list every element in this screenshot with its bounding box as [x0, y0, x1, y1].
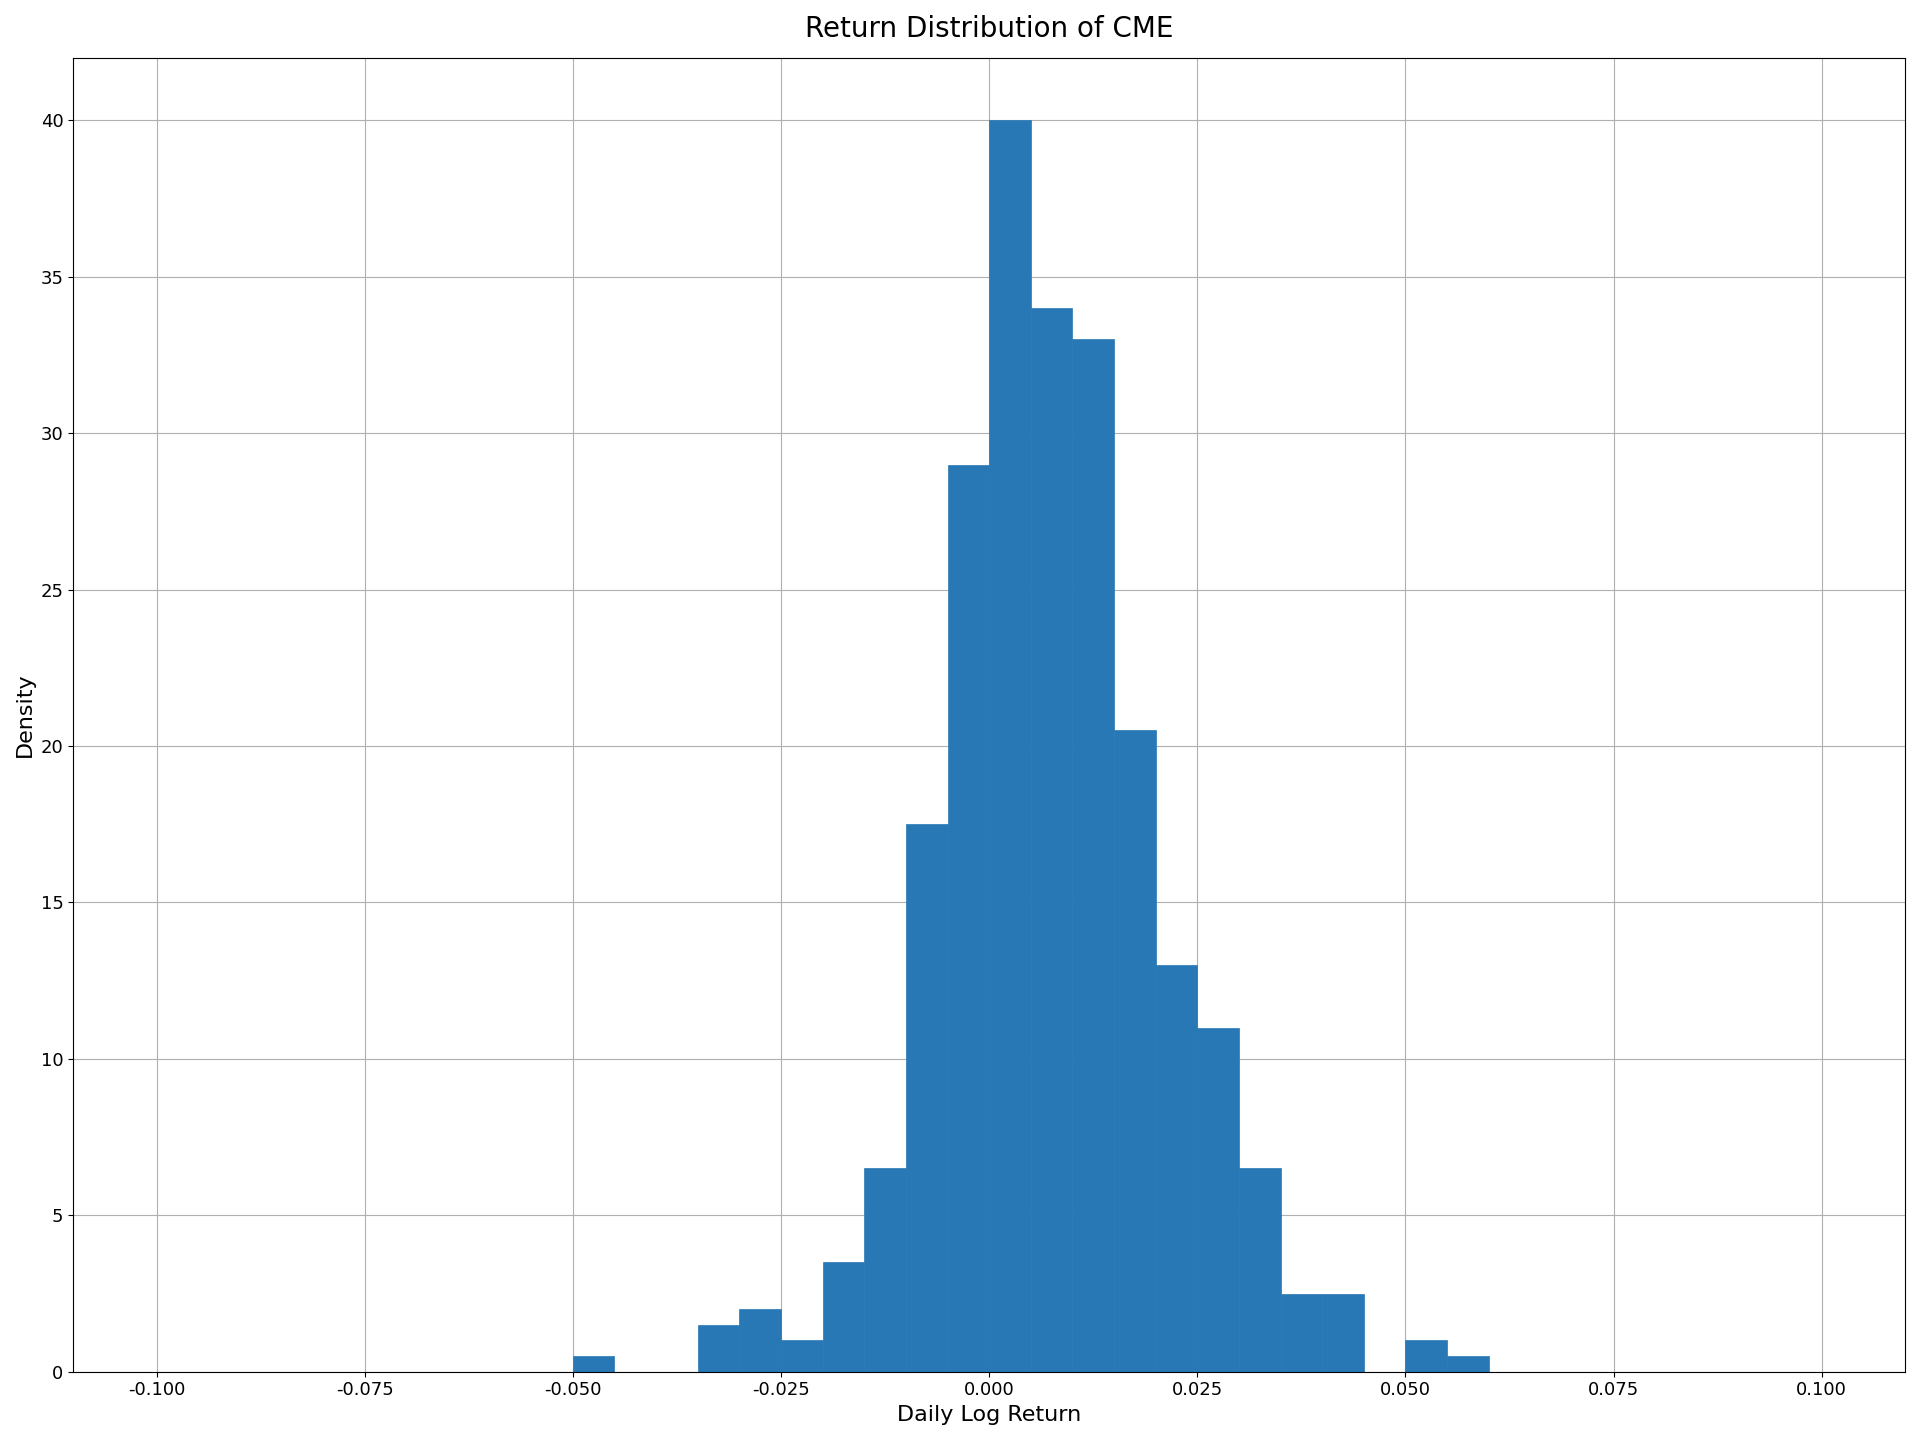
Bar [1031, 308, 1073, 1372]
Bar [1156, 965, 1198, 1372]
Bar [864, 1168, 906, 1372]
Bar [1114, 730, 1156, 1372]
Y-axis label: Density: Density [15, 672, 35, 757]
Bar [989, 121, 1031, 1372]
Bar [1198, 1028, 1238, 1372]
Bar [1323, 1293, 1363, 1372]
Bar [947, 465, 989, 1372]
Bar [697, 1325, 739, 1372]
Bar [572, 1356, 614, 1372]
Bar [739, 1309, 781, 1372]
Bar [1448, 1356, 1488, 1372]
Bar [1238, 1168, 1281, 1372]
Title: Return Distribution of CME: Return Distribution of CME [804, 14, 1173, 43]
Bar [1281, 1293, 1323, 1372]
X-axis label: Daily Log Return: Daily Log Return [897, 1405, 1081, 1426]
Bar [822, 1263, 864, 1372]
Bar [1405, 1341, 1448, 1372]
Bar [781, 1341, 822, 1372]
Bar [906, 824, 947, 1372]
Bar [1073, 340, 1114, 1372]
